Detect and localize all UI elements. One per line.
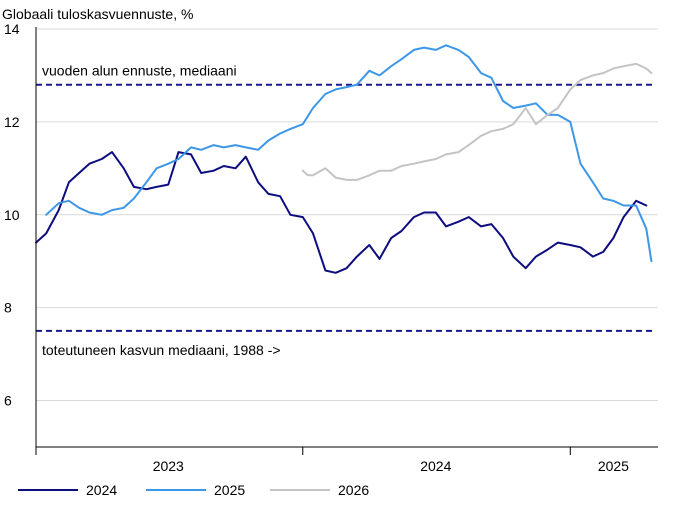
series-line-2026 (301, 62, 653, 181)
legend-label-2026: 2026 (338, 482, 369, 498)
x-tick-label-2025: 2025 (598, 458, 629, 474)
series-line-2024 (35, 151, 648, 274)
axes: 6 8 10 12 14 2023 2024 2025 (4, 21, 658, 474)
x-tick-label-2023: 2023 (153, 458, 184, 474)
reference-lines: vuoden alun ennuste, mediaani toteutuneen… (36, 63, 656, 358)
x-tick-label-2024: 2024 (420, 458, 451, 474)
legend-label-2025: 2025 (214, 482, 245, 498)
legend: 2024 2025 2026 (18, 482, 369, 498)
series-lines (35, 44, 653, 274)
series-line-2025 (45, 44, 653, 263)
reference-label-1: toteutuneen kasvun mediaani, 1988 -> (42, 342, 281, 358)
y-tick-label-10: 10 (4, 207, 20, 223)
y-tick-label-12: 12 (4, 114, 20, 130)
legend-label-2024: 2024 (86, 482, 117, 498)
y-tick-label-8: 8 (4, 300, 12, 316)
y-tick-label-14: 14 (4, 21, 20, 37)
gridlines (36, 28, 658, 402)
reference-label-0: vuoden alun ennuste, mediaani (42, 63, 237, 79)
y-tick-label-6: 6 (4, 393, 12, 409)
chart-title: Globaali tuloskasvuennuste, % (2, 6, 193, 22)
